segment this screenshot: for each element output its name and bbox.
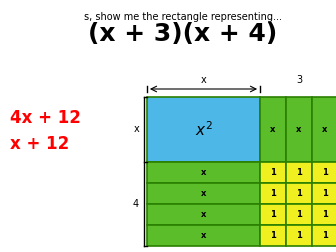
Text: 1: 1 bbox=[296, 189, 302, 198]
Text: 1: 1 bbox=[270, 231, 276, 240]
Text: 4: 4 bbox=[133, 199, 139, 209]
Text: 1: 1 bbox=[322, 210, 328, 219]
Bar bbox=[312, 97, 336, 162]
Bar bbox=[147, 183, 260, 204]
Text: x: x bbox=[201, 210, 206, 219]
Bar bbox=[286, 162, 312, 183]
Text: 1: 1 bbox=[322, 168, 328, 177]
Text: 1: 1 bbox=[270, 168, 276, 177]
Text: s, show me the rectangle representing...: s, show me the rectangle representing... bbox=[84, 12, 282, 22]
Text: x: x bbox=[270, 125, 276, 134]
Bar bbox=[260, 225, 286, 246]
Bar bbox=[312, 225, 336, 246]
Bar bbox=[286, 183, 312, 204]
Bar bbox=[147, 225, 260, 246]
Text: x: x bbox=[296, 125, 302, 134]
Bar bbox=[286, 225, 312, 246]
Bar bbox=[260, 183, 286, 204]
Text: x: x bbox=[201, 75, 206, 85]
Text: x + 12: x + 12 bbox=[10, 135, 69, 153]
Text: x: x bbox=[322, 125, 328, 134]
Text: 1: 1 bbox=[296, 168, 302, 177]
Text: 4x + 12: 4x + 12 bbox=[10, 109, 81, 127]
Text: $x^2$: $x^2$ bbox=[195, 120, 212, 139]
Text: 1: 1 bbox=[296, 210, 302, 219]
Text: x: x bbox=[201, 189, 206, 198]
Bar bbox=[147, 97, 260, 162]
Bar bbox=[147, 162, 260, 183]
Text: 3: 3 bbox=[296, 75, 302, 85]
Bar bbox=[286, 97, 312, 162]
Text: 1: 1 bbox=[270, 189, 276, 198]
Bar bbox=[260, 204, 286, 225]
Bar bbox=[260, 97, 286, 162]
Text: 1: 1 bbox=[296, 231, 302, 240]
Bar bbox=[147, 204, 260, 225]
Text: x: x bbox=[201, 231, 206, 240]
Bar bbox=[286, 204, 312, 225]
Text: x: x bbox=[133, 124, 139, 135]
Bar bbox=[312, 204, 336, 225]
Text: 1: 1 bbox=[270, 210, 276, 219]
Text: (x + 3)(x + 4): (x + 3)(x + 4) bbox=[88, 22, 278, 46]
Text: x: x bbox=[201, 168, 206, 177]
Bar bbox=[312, 162, 336, 183]
Bar bbox=[312, 183, 336, 204]
Bar bbox=[260, 162, 286, 183]
Text: 1: 1 bbox=[322, 231, 328, 240]
Text: 1: 1 bbox=[322, 189, 328, 198]
